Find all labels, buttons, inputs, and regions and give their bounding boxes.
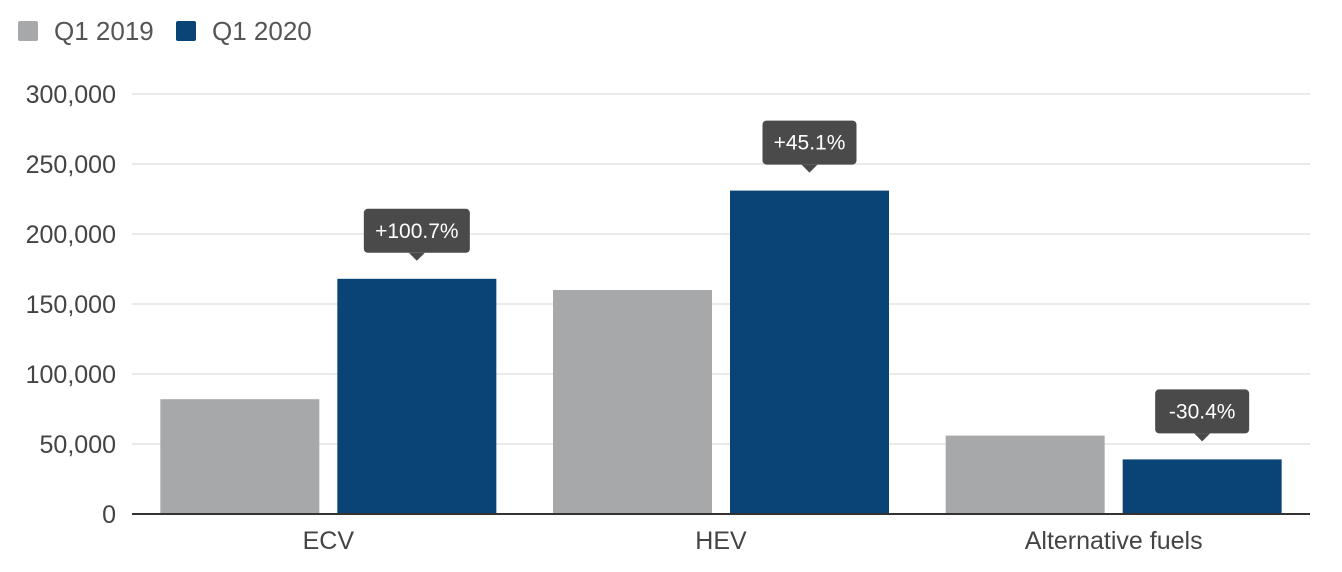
annotation-label: +100.7%: [375, 220, 459, 243]
bar-hev-q1-2019: [553, 290, 712, 514]
gridlines: [132, 93, 1310, 445]
legend-q1-2019-label: Q1 2019: [54, 16, 154, 46]
legend-q1-2020-swatch: [176, 21, 196, 41]
bar-ecv-q1-2020: [337, 278, 497, 514]
annotation-callout: +100.7%: [363, 208, 470, 261]
bars: [160, 190, 1282, 514]
y-tick-label: 50,000: [40, 431, 116, 459]
annotation-box: [1155, 389, 1250, 434]
x-category-label: HEV: [695, 527, 747, 555]
annotation-label: -30.4%: [1169, 400, 1236, 423]
y-tick-label: 300,000: [26, 81, 116, 109]
y-tick-label: 200,000: [26, 221, 116, 249]
annotation-pointer: [408, 252, 425, 261]
annotation-callout: +45.1%: [762, 120, 857, 173]
annotation-pointer: [1194, 433, 1211, 442]
y-tick-label: 0: [102, 501, 116, 529]
bar-alternative-fuels-q1-2020: [1122, 459, 1282, 514]
annotations: +100.7% +45.1% -30.4%: [363, 120, 1250, 442]
x-category-label: ECV: [303, 527, 355, 555]
bar-alternative-fuels-q1-2019: [945, 435, 1105, 514]
y-tick-label: 250,000: [26, 151, 116, 179]
legend-q1-2020-label: Q1 2020: [212, 16, 312, 46]
legend-q1-2019-swatch: [18, 21, 38, 41]
x-axis-labels: ECV HEV Alternative fuels: [303, 527, 1203, 555]
y-axis-ticks: 0 50,000 100,000 150,000 200,000 250,000 300,0…: [26, 81, 116, 529]
legend: Q1 2019 Q1 2020: [18, 16, 312, 46]
bar-ecv-q1-2019: [160, 399, 320, 514]
bar-hev-q1-2020: [730, 190, 889, 514]
y-tick-label: 150,000: [26, 291, 116, 319]
annotation-box: [762, 120, 857, 165]
annotation-pointer: [801, 164, 818, 173]
annotation-label: +45.1%: [774, 132, 846, 155]
annotation-box: [363, 208, 470, 253]
annotation-callout: -30.4%: [1155, 389, 1250, 442]
y-tick-label: 100,000: [26, 361, 116, 389]
x-category-label: Alternative fuels: [1025, 527, 1203, 555]
